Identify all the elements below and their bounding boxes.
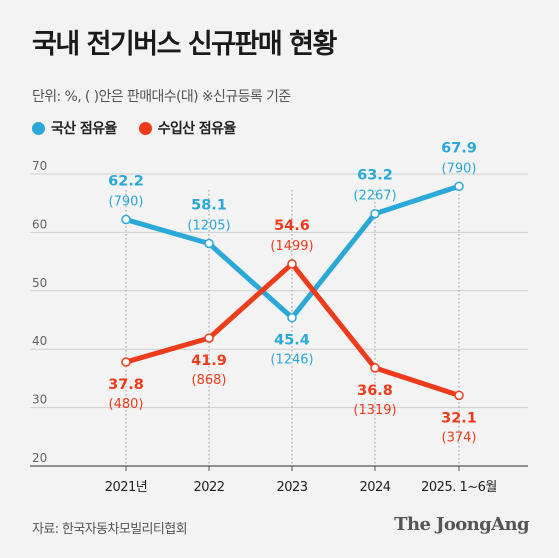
data-point-s0-4 <box>454 181 464 192</box>
value-label-s0-3: 63.2 <box>357 168 393 184</box>
count-label-s0-3: (2267) <box>353 189 396 204</box>
legend-label-imported: 수입산 점유율 <box>157 121 237 137</box>
value-label-s0-2: 45.4 <box>274 333 310 349</box>
value-label-s1-4: 32.1 <box>441 410 477 426</box>
value-label-s1-0: 37.8 <box>108 377 144 393</box>
y-tick-label-60: 60 <box>32 217 47 231</box>
value-label-s1-3: 36.8 <box>357 383 393 399</box>
legend-dot-domestic-icon <box>32 121 45 135</box>
y-tick-label-40: 40 <box>32 334 47 348</box>
count-label-s0-4: (790) <box>442 161 477 176</box>
y-tick-label-30: 30 <box>32 393 47 407</box>
y-tick-label-20: 20 <box>32 451 47 465</box>
legend: 국산 점유율 수입산 점유율 <box>32 118 258 138</box>
data-point-s0-2 <box>287 312 297 323</box>
x-tick-label-0: 2021년 <box>105 480 148 495</box>
source-note: 자료: 한국자동차모빌리티협회 <box>32 522 188 537</box>
page-title: 국내 전기버스 신규판매 현황 <box>32 29 337 60</box>
value-label-s0-1: 58.1 <box>191 197 227 213</box>
count-label-s0-2: (1246) <box>270 353 313 368</box>
legend-dot-imported-icon <box>138 121 152 135</box>
value-label-s1-1: 41.9 <box>191 353 227 369</box>
x-tick-label-1: 2022 <box>193 480 224 495</box>
legend-item-domestic: 국산 점유율 <box>32 118 117 138</box>
data-point-s1-1 <box>204 333 214 343</box>
legend-item-imported: 수입산 점유율 <box>138 118 237 138</box>
legend-label-domestic: 국산 점유율 <box>51 121 117 137</box>
value-label-s0-0: 62.2 <box>108 174 144 190</box>
data-point-s0-0 <box>121 214 131 225</box>
value-label-s0-4: 67.9 <box>441 140 477 156</box>
chart-subtitle: 단위: %, ( )안은 판매대수(대) ※신규등록 기준 <box>32 89 291 105</box>
data-point-s1-4 <box>454 390 464 401</box>
y-tick-label-50: 50 <box>32 276 47 290</box>
count-label-s1-4: (374) <box>442 430 477 445</box>
count-label-s1-2: (1499) <box>270 239 313 254</box>
value-label-s1-2: 54.6 <box>274 218 310 234</box>
data-point-s0-3 <box>370 208 380 219</box>
count-label-s0-1: (1205) <box>187 218 230 233</box>
count-label-s1-1: (868) <box>192 373 227 388</box>
data-point-s0-1 <box>204 238 214 249</box>
publisher-logo: The JoongAng <box>394 514 529 535</box>
data-point-s1-3 <box>370 363 380 373</box>
data-point-s1-2 <box>287 259 297 269</box>
x-tick-label-3: 2024 <box>359 480 390 495</box>
x-tick-label-2: 2023 <box>276 480 307 495</box>
data-point-s1-0 <box>121 357 131 367</box>
count-label-s1-3: (1319) <box>353 403 396 418</box>
count-label-s0-0: (790) <box>109 195 144 210</box>
x-tick-label-4: 2025. 1~6월 <box>421 480 497 495</box>
series-line-1 <box>123 261 462 398</box>
y-tick-label-70: 70 <box>32 159 47 173</box>
count-label-s1-0: (480) <box>109 397 144 412</box>
